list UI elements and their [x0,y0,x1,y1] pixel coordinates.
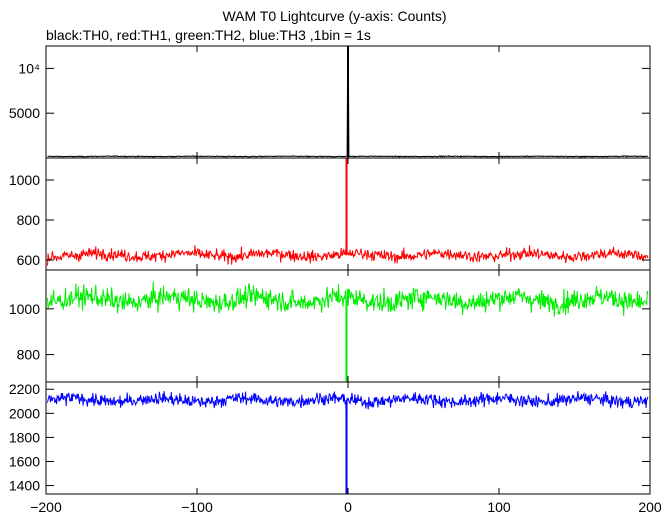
panel-th3: 1400 1600 1800 2000 2200 [9,381,651,495]
chart-title: WAM T0 Lightcurve (y-axis: Counts) [222,8,447,24]
y-tick-label: 600 [17,252,41,268]
y-tick-label: 1800 [9,429,40,445]
panel-th1: 600 800 1000 [9,157,651,271]
y-tick-label: 1000 [9,301,40,317]
panel-th2: 800 1000 [9,269,651,383]
y-tick-label: 1600 [9,453,40,469]
series-line-th1 [47,157,649,266]
y-tick-label: 800 [17,347,41,363]
panel-frame [45,269,651,383]
x-tick-label: 100 [487,499,511,515]
x-tick-label: −200 [30,499,62,515]
x-tick-label: −100 [181,499,213,515]
y-tick-label: 1000 [9,172,40,188]
series-line-th2 [47,281,649,383]
y-tick-label: 10⁴ [18,60,40,76]
y-tick-label: 5000 [9,105,40,121]
chart-subtitle: black:TH0, red:TH1, green:TH2, blue:TH3 … [46,27,371,43]
panel-th0: 5000 10⁴ [9,45,651,159]
y-tick-label: 2200 [9,381,40,397]
x-tick-label: 0 [344,499,352,515]
x-tick-label: 200 [638,499,662,515]
y-tick-label: 2000 [9,405,40,421]
series-line-th3 [47,391,649,495]
y-tick-label: 800 [17,212,41,228]
y-tick-label: 1400 [9,478,40,494]
